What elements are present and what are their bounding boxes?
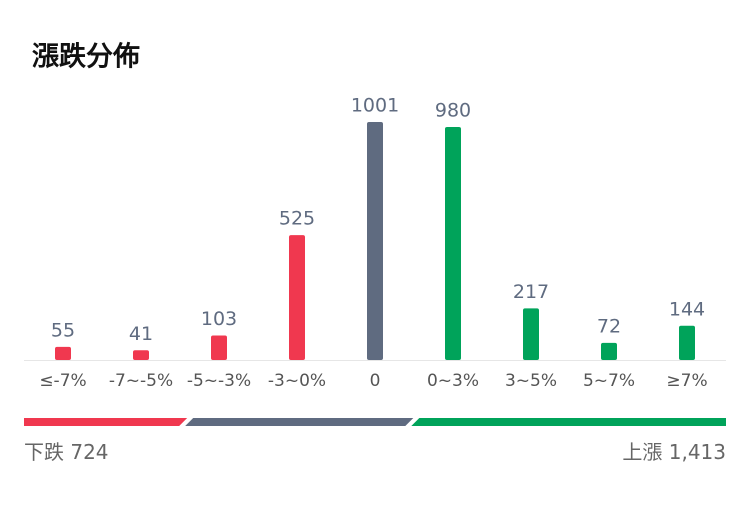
x-tick-label: -7~-5% [109, 371, 173, 391]
x-tick-label: -5~-3% [187, 371, 251, 391]
x-tick-label: 5~7% [583, 371, 635, 391]
summary-segment [24, 418, 188, 426]
bar [133, 350, 149, 360]
summary-segment [411, 418, 726, 426]
bar [601, 342, 617, 360]
x-tick-label: 0 [370, 371, 381, 391]
bar [211, 335, 227, 360]
value-label: 103 [201, 308, 237, 330]
value-label: 1001 [351, 95, 399, 117]
x-tick-label: ≥7% [666, 371, 707, 391]
up-label: 上漲 [622, 440, 662, 464]
value-label: 525 [279, 208, 315, 230]
x-tick-label: 3~5% [505, 371, 557, 391]
value-label: 55 [51, 319, 75, 341]
chart-title: 漲跌分佈 [32, 41, 140, 73]
bar [55, 346, 71, 360]
down-value: 724 [70, 440, 108, 464]
value-label: 144 [669, 298, 705, 320]
x-tick-label: ≤-7% [39, 371, 86, 391]
bar [445, 126, 461, 360]
value-label: 41 [129, 323, 153, 345]
value-label: 217 [513, 281, 549, 303]
up-summary: 上漲 1,413 [622, 440, 726, 464]
bar [679, 325, 695, 360]
bar [523, 308, 539, 360]
summary-segment [185, 418, 414, 426]
up-value: 1,413 [669, 440, 726, 464]
down-label: 下跌 [24, 440, 64, 464]
x-tick-label: 0~3% [427, 371, 479, 391]
down-summary: 下跌 724 [24, 440, 109, 464]
bar [367, 122, 383, 360]
value-label: 980 [435, 99, 471, 121]
bar [289, 235, 305, 360]
x-tick-label: -3~0% [268, 371, 326, 391]
value-label: 72 [597, 315, 621, 337]
